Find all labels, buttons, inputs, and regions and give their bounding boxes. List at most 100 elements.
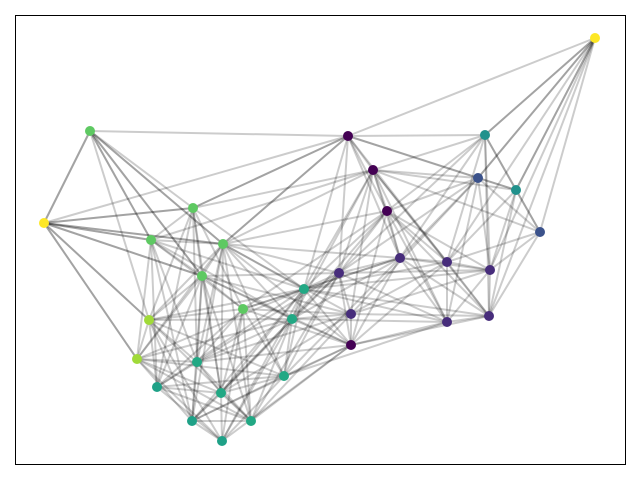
- edge: [192, 169, 374, 209]
- edge: [156, 386, 223, 442]
- edge: [43, 222, 150, 321]
- edge: [222, 169, 374, 245]
- edge: [148, 319, 158, 388]
- edge: [283, 272, 340, 377]
- edge: [242, 308, 285, 377]
- edge: [136, 358, 222, 394]
- node: [279, 371, 289, 381]
- edge: [338, 272, 448, 323]
- node: [146, 235, 156, 245]
- edge: [136, 358, 223, 442]
- edge: [148, 319, 252, 422]
- edge: [446, 231, 541, 263]
- edge: [399, 134, 486, 259]
- edge: [338, 134, 486, 274]
- edge: [399, 257, 490, 317]
- edge: [350, 177, 479, 315]
- edge: [350, 261, 448, 346]
- edge: [488, 37, 596, 317]
- edge: [484, 134, 491, 271]
- edge: [89, 130, 150, 321]
- edge: [192, 207, 198, 363]
- edge: [220, 375, 285, 394]
- edge: [221, 308, 244, 442]
- edge: [283, 318, 293, 377]
- edge: [156, 386, 222, 394]
- edge: [148, 243, 224, 321]
- edge: [446, 37, 596, 263]
- edge: [150, 239, 158, 388]
- edge: [222, 210, 388, 245]
- edge: [196, 243, 224, 363]
- edge: [291, 313, 352, 320]
- edge: [192, 135, 349, 209]
- edge: [372, 169, 388, 212]
- edge: [201, 243, 224, 277]
- edge: [303, 169, 374, 290]
- edge: [191, 420, 223, 442]
- edge: [386, 210, 448, 323]
- node: [382, 206, 392, 216]
- edge: [399, 257, 448, 323]
- edge: [191, 361, 198, 422]
- edge: [242, 308, 352, 315]
- edge: [291, 288, 305, 320]
- edge: [338, 269, 491, 274]
- edge: [484, 37, 596, 136]
- edge: [148, 319, 285, 377]
- edge: [222, 243, 352, 315]
- edge: [220, 313, 352, 394]
- edge: [89, 130, 152, 241]
- edge: [196, 272, 340, 363]
- edge: [338, 272, 352, 346]
- edge: [347, 134, 486, 137]
- edge: [372, 169, 490, 317]
- edge: [250, 313, 352, 422]
- edge: [291, 257, 401, 320]
- edge: [484, 37, 596, 136]
- edge: [283, 321, 448, 377]
- edge: [350, 321, 448, 346]
- edge: [136, 318, 293, 360]
- edge: [43, 222, 138, 360]
- edge: [136, 275, 203, 360]
- node: [217, 436, 227, 446]
- edge: [222, 243, 252, 422]
- edge: [350, 315, 490, 346]
- edge: [156, 361, 198, 388]
- node: [197, 271, 207, 281]
- edge: [477, 177, 517, 191]
- node: [299, 284, 309, 294]
- node: [187, 416, 197, 426]
- edge: [136, 358, 252, 422]
- node: [152, 382, 162, 392]
- edge: [350, 269, 491, 315]
- node: [39, 218, 49, 228]
- edge: [148, 319, 223, 442]
- edge: [148, 308, 244, 321]
- edge: [386, 210, 490, 317]
- edge: [515, 37, 596, 191]
- edge: [399, 177, 479, 259]
- node: [480, 130, 490, 140]
- edge: [148, 288, 305, 321]
- edge: [283, 344, 352, 377]
- edge: [220, 392, 252, 422]
- edge: [222, 243, 340, 274]
- edge: [201, 275, 252, 422]
- edge: [196, 361, 222, 394]
- edge: [303, 210, 388, 290]
- edge: [191, 392, 222, 422]
- edge: [192, 135, 349, 209]
- edge: [386, 177, 479, 212]
- edge: [191, 243, 224, 422]
- edge: [242, 308, 352, 346]
- edge: [350, 261, 448, 315]
- edge-layer: [43, 37, 596, 442]
- edge: [291, 318, 352, 346]
- edge: [43, 222, 224, 245]
- edge: [399, 257, 448, 263]
- edge: [386, 210, 491, 271]
- edge: [291, 318, 448, 323]
- edge: [347, 135, 374, 171]
